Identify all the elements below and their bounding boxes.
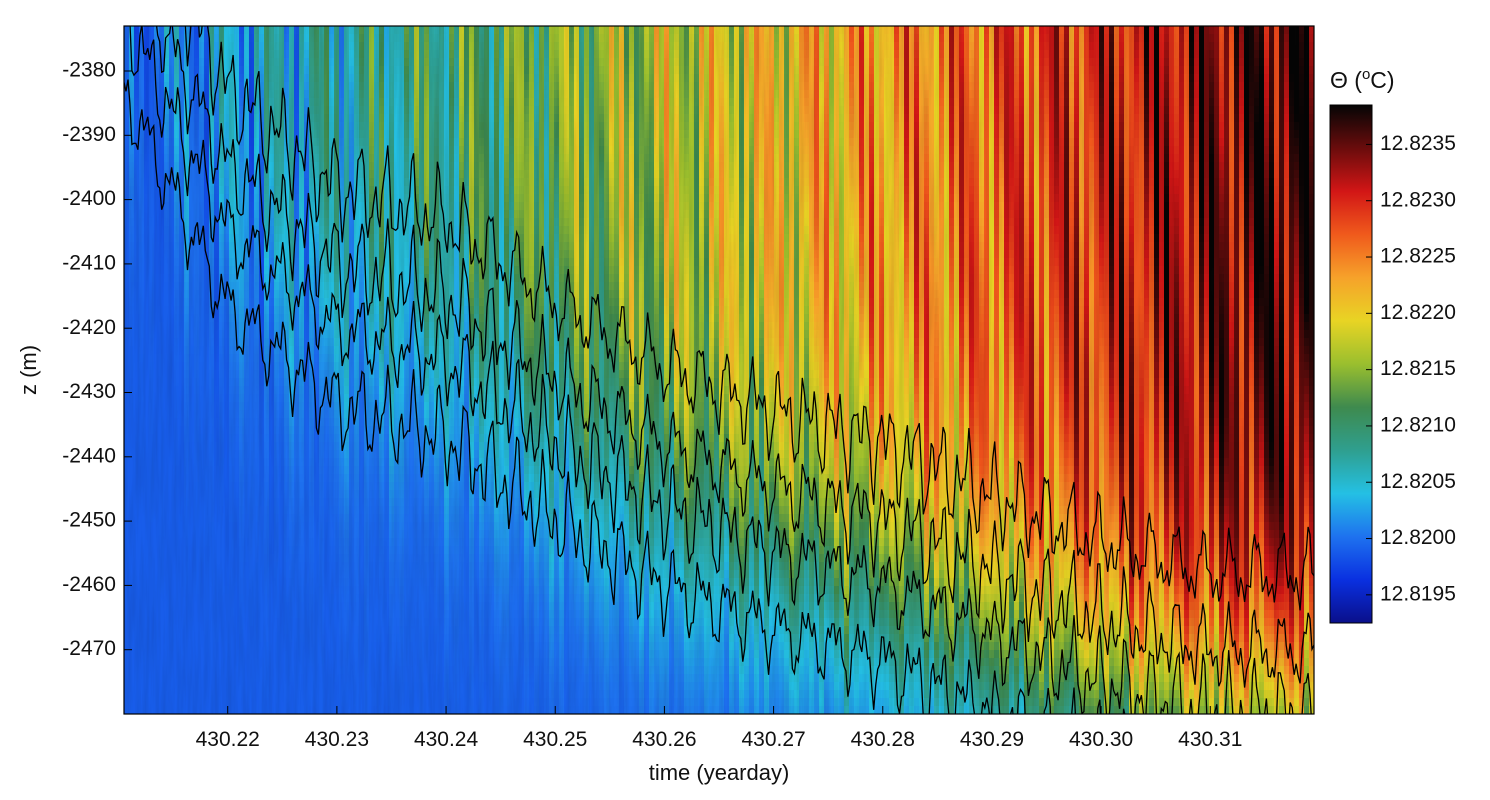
plot-area [124,26,1314,714]
